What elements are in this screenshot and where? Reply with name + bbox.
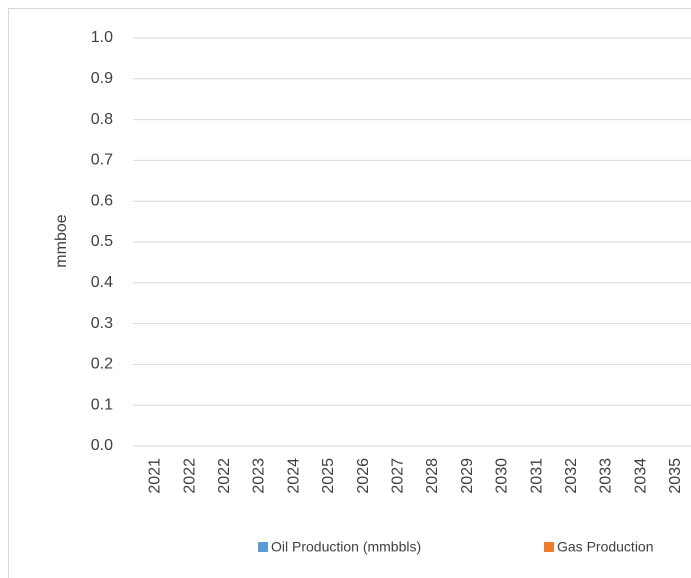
x-tick-label: 2030 <box>494 458 511 494</box>
y-tick-label: 0.2 <box>91 356 113 373</box>
y-axis-label: mmboe <box>53 214 70 267</box>
y-tick-label: 0.3 <box>91 315 113 332</box>
x-tick-label: 2035 <box>667 458 684 494</box>
x-tick-label: 2021 <box>147 458 164 494</box>
x-tick-label: 2024 <box>285 458 302 494</box>
y-tick-label: 0.6 <box>91 192 113 209</box>
x-tick-label: 2025 <box>320 458 337 494</box>
legend-label: Gas Production <box>557 539 654 555</box>
legend-swatch <box>544 542 554 552</box>
x-tick-label: 2033 <box>598 458 615 494</box>
x-tick-label: 2034 <box>632 458 649 494</box>
legend-label: Oil Production (mmbbls) <box>271 539 421 555</box>
legend-swatch <box>258 542 268 552</box>
x-tick-label: 2029 <box>459 458 476 494</box>
x-tick-label: 2027 <box>389 458 406 494</box>
x-tick-label: 2031 <box>528 458 545 494</box>
chart-border <box>8 8 691 578</box>
y-tick-label: 0.4 <box>91 274 113 291</box>
y-tick-label: 0.8 <box>91 111 113 128</box>
x-tick-label: 2022 <box>181 458 198 494</box>
y-tick-label: 0.1 <box>91 396 113 413</box>
y-tick-label: 1.0 <box>91 29 113 46</box>
x-tick-label: 2022 <box>216 458 233 494</box>
x-tick-label: 2032 <box>563 458 580 494</box>
x-tick-label: 2023 <box>251 458 268 494</box>
y-tick-label: 0.7 <box>91 152 113 169</box>
y-tick-label: 0.9 <box>91 70 113 87</box>
x-tick-label: 2026 <box>355 458 372 494</box>
y-tick-label: 0.0 <box>91 437 113 454</box>
x-tick-label: 2028 <box>424 458 441 494</box>
y-tick-label: 0.5 <box>91 233 113 250</box>
